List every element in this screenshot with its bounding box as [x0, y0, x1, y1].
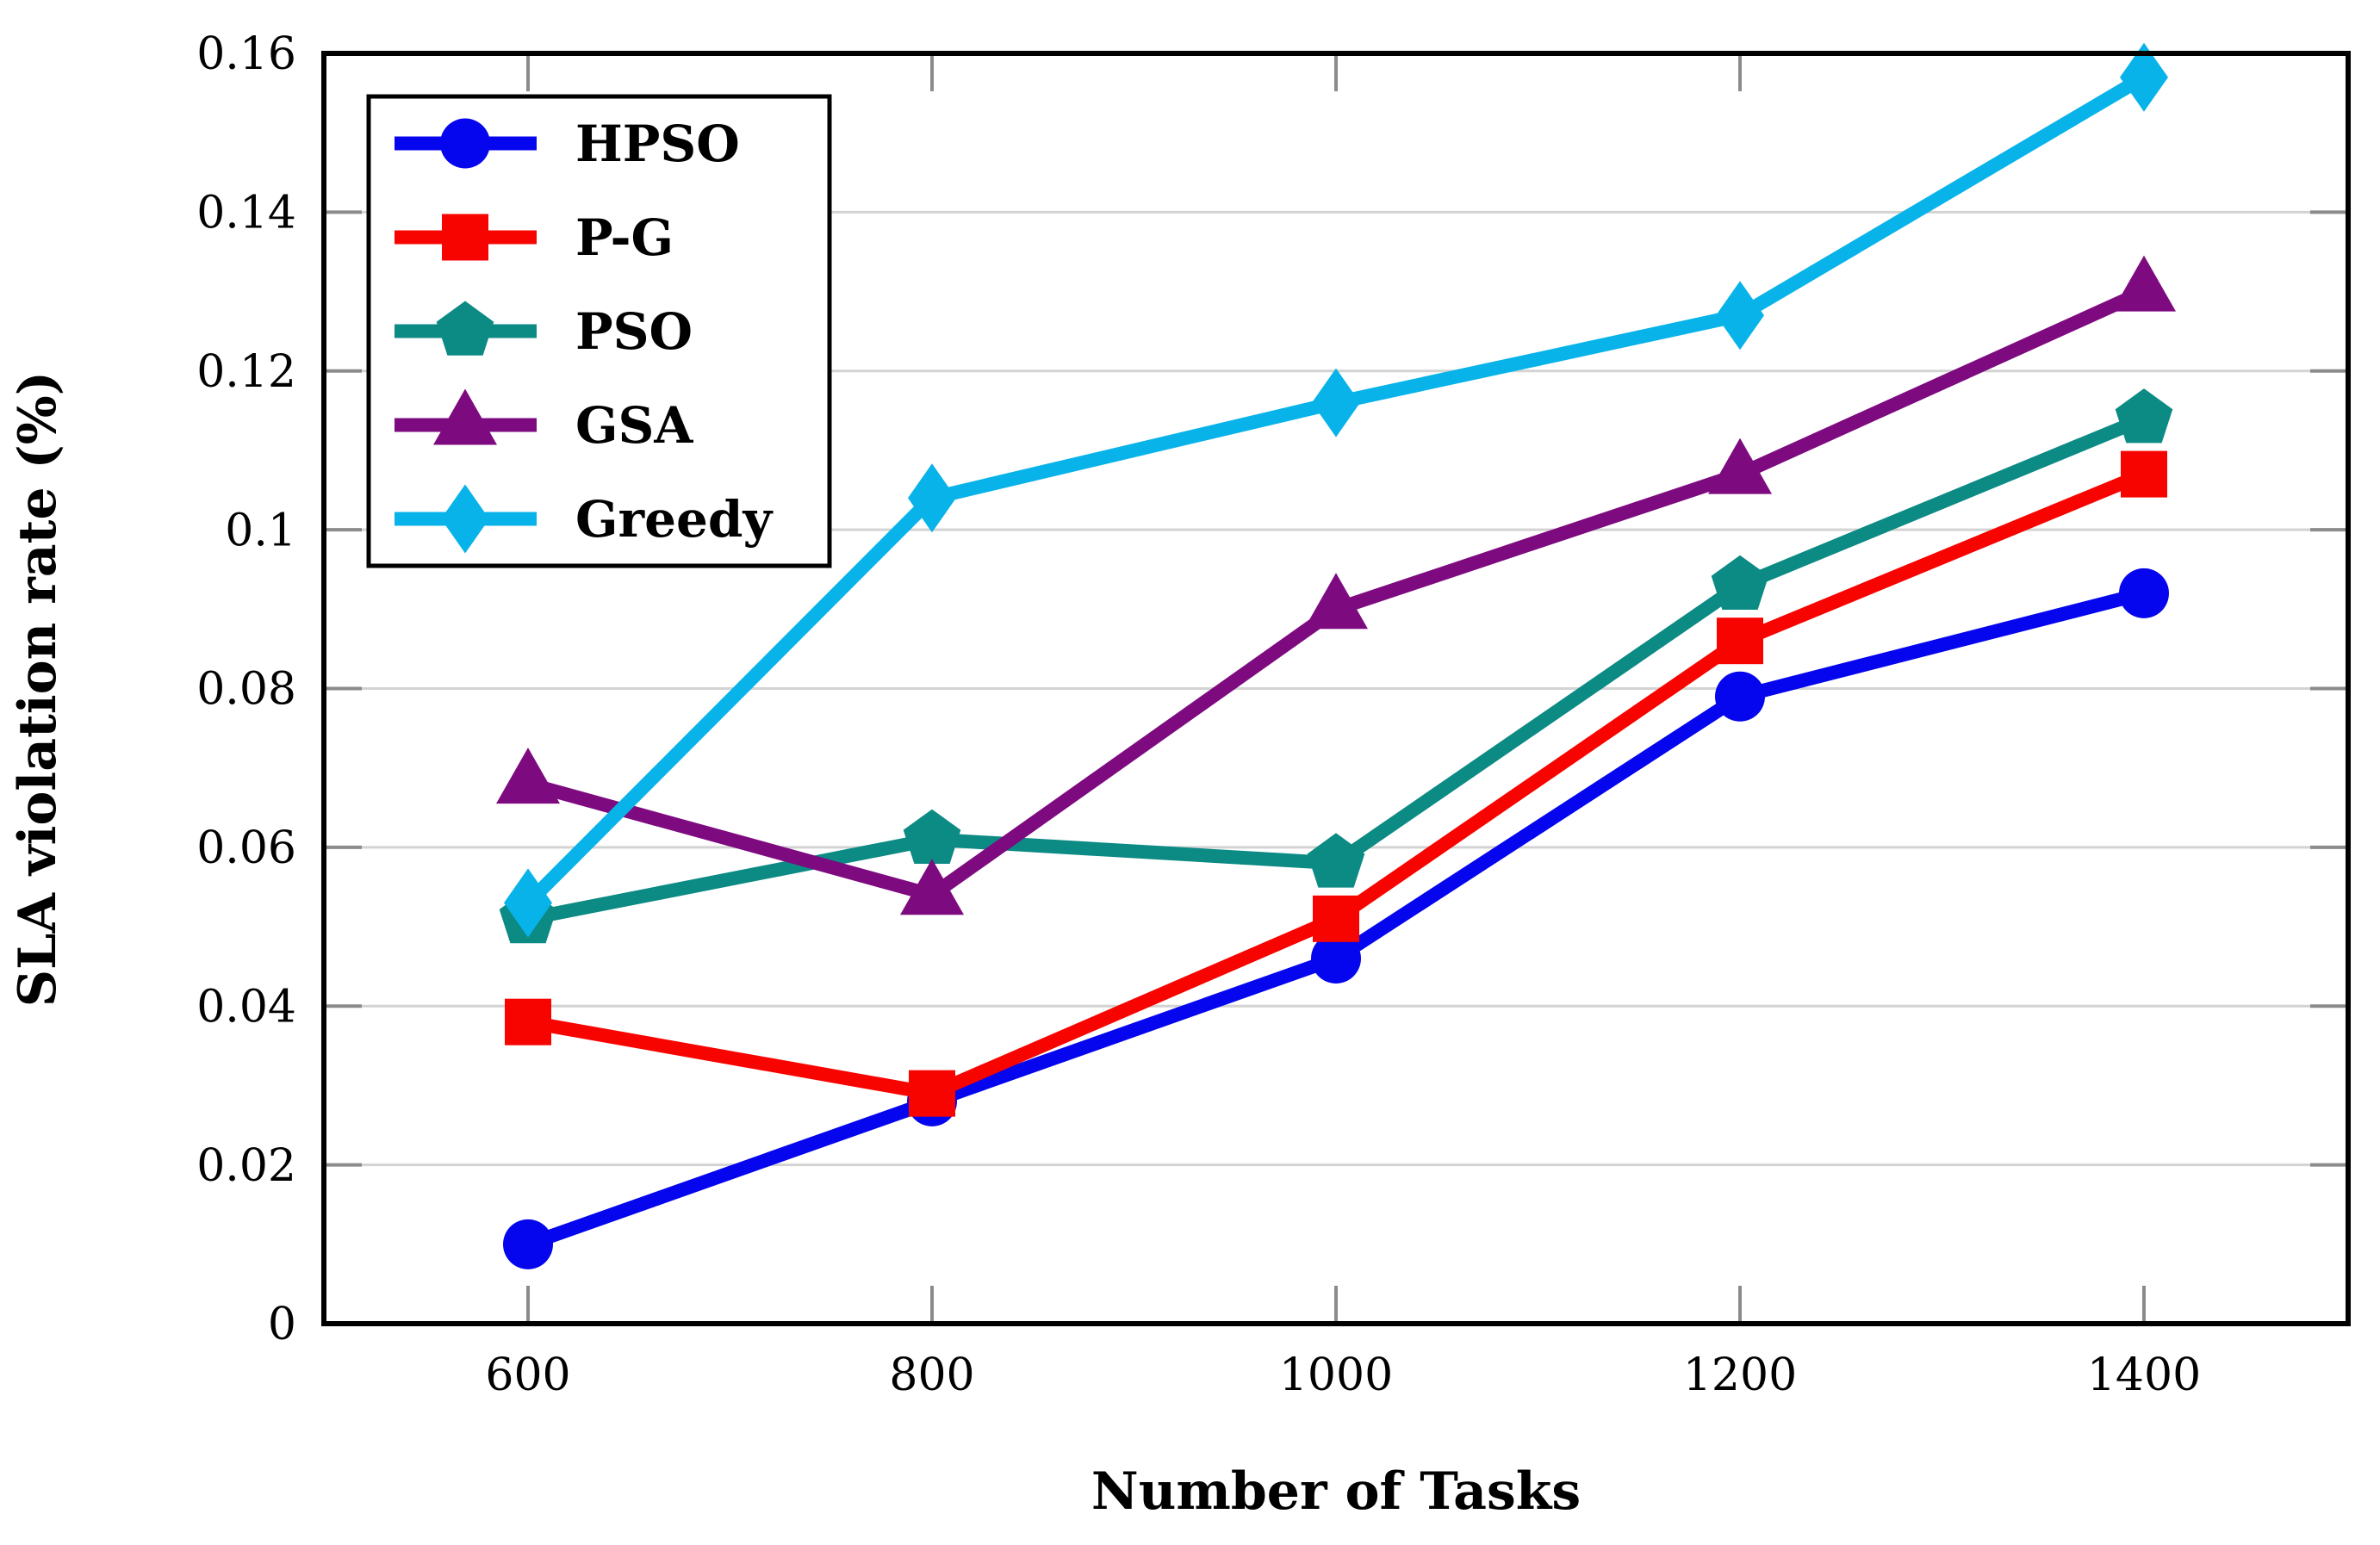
x-axis-label: Number of Tasks	[1091, 1461, 1581, 1522]
data-point-greedy-1200	[1716, 281, 1764, 351]
x-tick-label: 1200	[1683, 1350, 1797, 1401]
y-tick-label: 0.04	[196, 981, 296, 1033]
data-point-gsa-600	[496, 748, 560, 804]
data-point-greedy-600	[504, 868, 552, 938]
y-tick-label: 0.02	[196, 1140, 296, 1192]
series-greedy	[504, 42, 2168, 938]
y-tick-label: 0.08	[196, 664, 296, 716]
data-point-greedy-1000	[1312, 368, 1360, 437]
data-point-p-g-1400	[2121, 450, 2167, 498]
legend-item-hpso: HPSO	[395, 115, 740, 173]
data-point-gsa-1400	[2112, 255, 2176, 312]
legend-item-p-g: P-G	[395, 208, 674, 267]
legend-label: Greedy	[575, 490, 774, 549]
data-point-p-g-600	[505, 998, 551, 1046]
y-tick-label: 0.14	[196, 188, 296, 239]
y-tick-label: 0.16	[196, 28, 296, 80]
data-point-gsa-1000	[1304, 573, 1368, 630]
legend-label: HPSO	[575, 115, 740, 173]
legend-item-gsa: GSA	[395, 388, 693, 455]
x-tick-label: 800	[889, 1350, 974, 1401]
legend-label: P-G	[575, 208, 674, 267]
y-tick-label: 0.06	[196, 822, 296, 874]
data-point-gsa-1200	[1708, 437, 1772, 494]
y-tick-label: 0.12	[196, 346, 296, 398]
data-point-hpso-1000	[1311, 933, 1361, 983]
data-point-hpso-600	[503, 1219, 553, 1269]
data-point-pso-800	[903, 809, 961, 864]
plot-frame	[321, 51, 2351, 1326]
series-p-g	[505, 450, 2167, 1117]
legend-label: PSO	[575, 302, 693, 361]
frame-layer	[321, 51, 2351, 1326]
legend-label: GSA	[575, 396, 693, 455]
data-point-pso-1000	[1307, 833, 1365, 888]
data-point-p-g-800	[909, 1070, 955, 1117]
y-axis-label: SLA violation rate (%)	[8, 371, 68, 1007]
data-point-gsa-800	[900, 859, 964, 915]
y-tick-label: 0.1	[225, 505, 296, 556]
data-point-hpso-1400	[2119, 568, 2169, 618]
data-point-p-g-1000	[1313, 895, 1359, 942]
data-point-p-g-1200	[1717, 617, 1763, 665]
y-tick-label: 0	[268, 1299, 296, 1350]
x-tick-label: 600	[485, 1350, 570, 1401]
data-point-pso-1400	[2115, 388, 2173, 444]
x-tick-label: 1400	[2087, 1350, 2201, 1401]
data-point-hpso-1200	[1715, 671, 1765, 722]
x-tick-label: 1000	[1279, 1350, 1393, 1401]
data-point-greedy-1400	[2120, 42, 2168, 112]
data-point-greedy-800	[908, 463, 956, 533]
series-pso	[499, 388, 2173, 944]
legend-item-greedy: Greedy	[395, 484, 774, 554]
legend-marker-pentagon	[436, 301, 494, 356]
legend-marker-square	[442, 214, 488, 261]
legend-marker-circle	[440, 118, 490, 169]
legend-item-pso: PSO	[395, 301, 693, 361]
tick-label-layer: 0 0.02 0.04 0.06 0.08 0.1 0.12 0.14 0.16 600 800 10…	[196, 28, 2201, 1401]
series-layer	[496, 42, 2176, 1269]
series-gsa	[496, 255, 2176, 915]
legend-marker-diamond	[441, 484, 489, 554]
legend: HPSO P-G PSO GSA Greedy	[366, 94, 832, 568]
series-hpso	[503, 568, 2169, 1269]
data-point-pso-1200	[1711, 555, 1769, 610]
legend-marker-triangle	[433, 388, 497, 445]
